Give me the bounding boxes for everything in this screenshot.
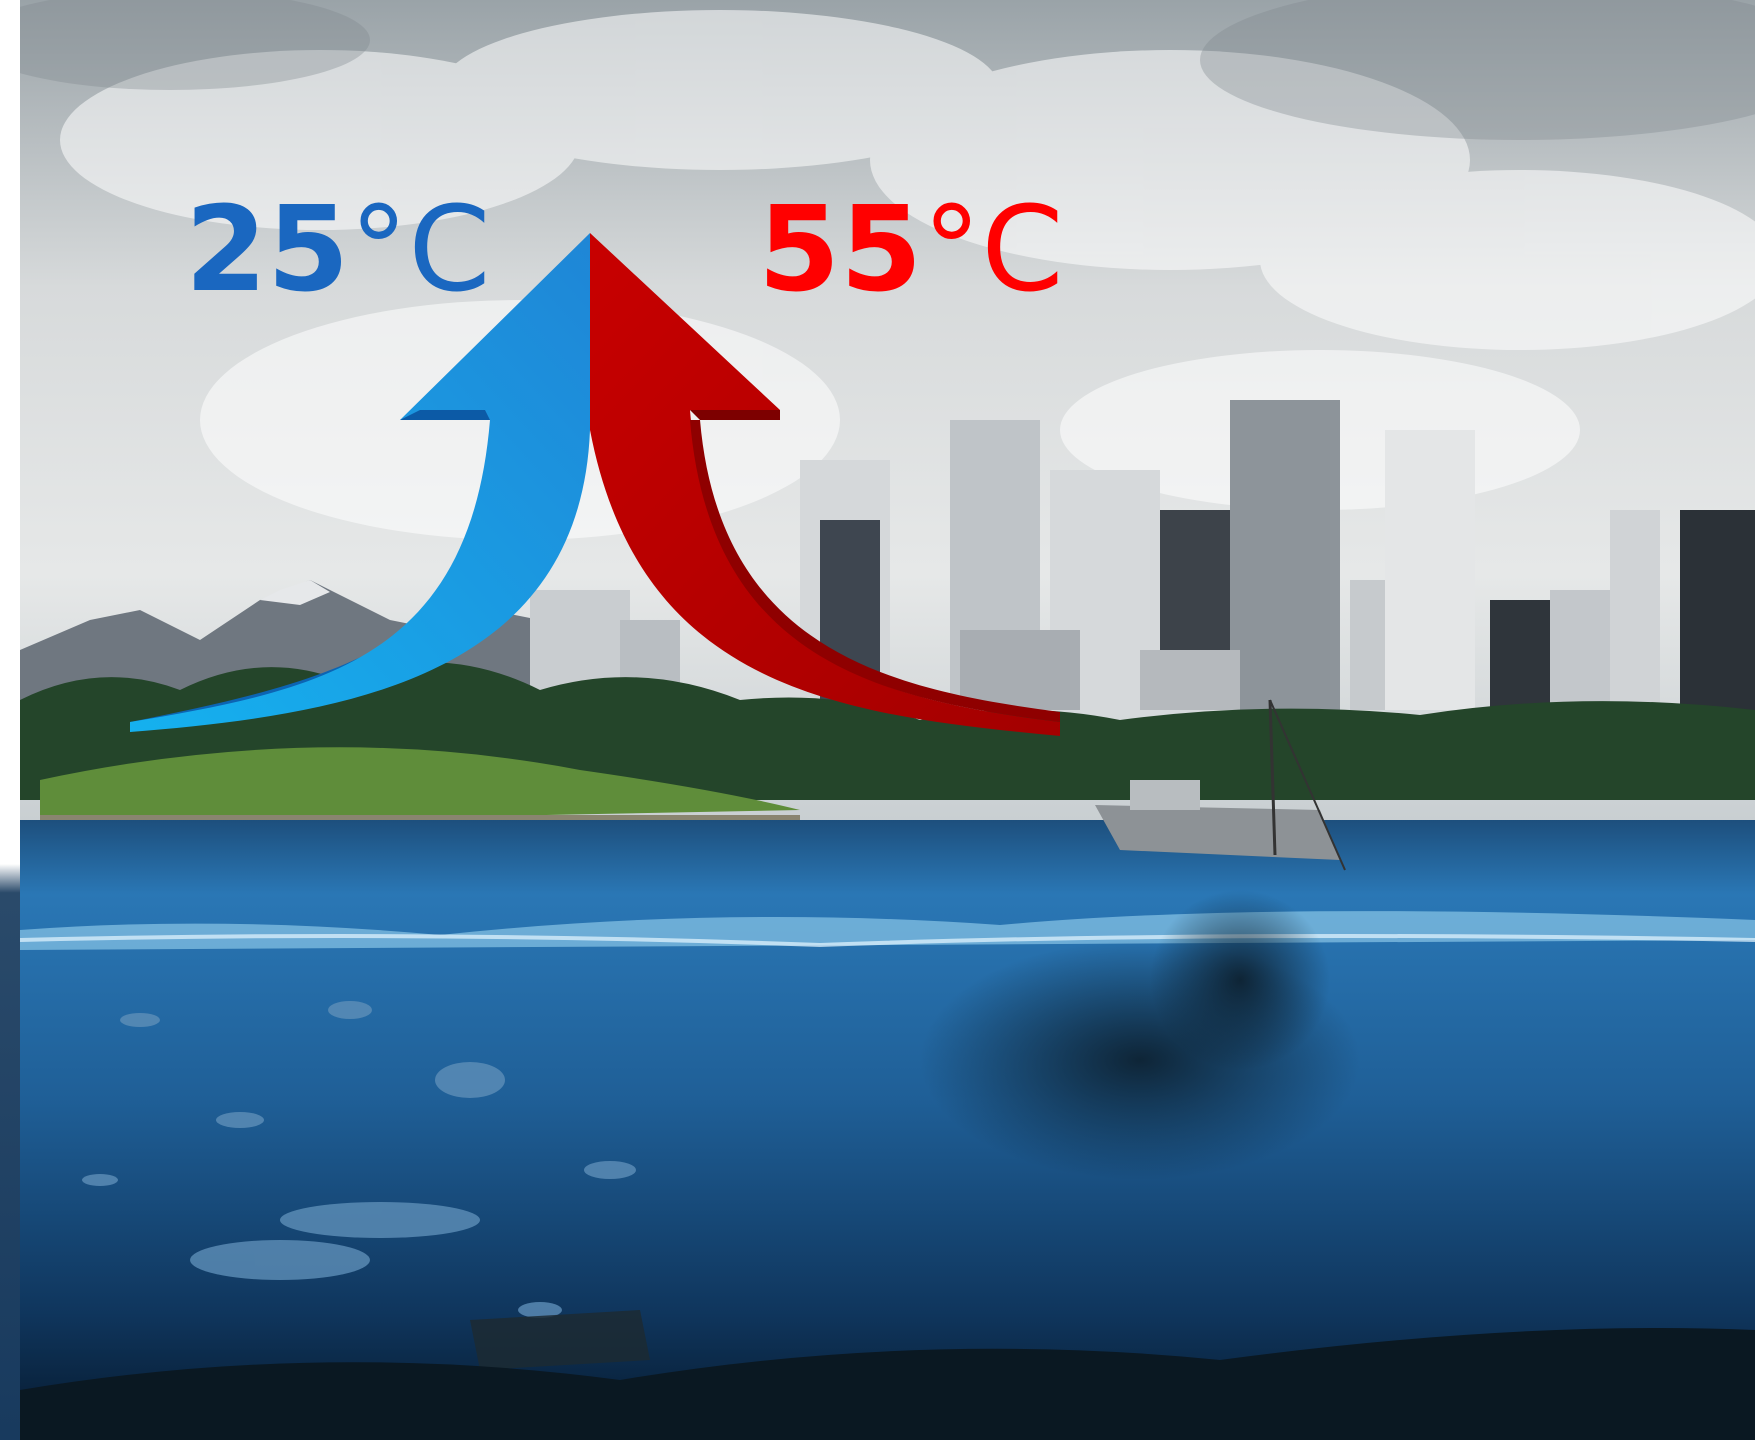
- cool-temperature-value: 25: [185, 180, 350, 318]
- ocean-city-scene: 25°C 55°C: [20, 0, 1755, 1440]
- hot-temperature-unit: °C: [922, 180, 1064, 318]
- left-edge-strip: [0, 0, 20, 1440]
- fish-school-icon: [82, 1001, 636, 1318]
- cool-temperature-label: 25°C: [185, 190, 491, 308]
- cool-arrow-icon: [130, 233, 590, 732]
- fishing-boat-icon: [1095, 699, 1346, 871]
- shipwreck-icon: [470, 1310, 650, 1370]
- scene-illustration: [20, 0, 1755, 1440]
- cool-temperature-unit: °C: [349, 180, 491, 318]
- hot-arrow-icon: [590, 233, 1060, 736]
- hot-temperature-label: 55°C: [758, 190, 1064, 308]
- hot-temperature-value: 55: [758, 180, 923, 318]
